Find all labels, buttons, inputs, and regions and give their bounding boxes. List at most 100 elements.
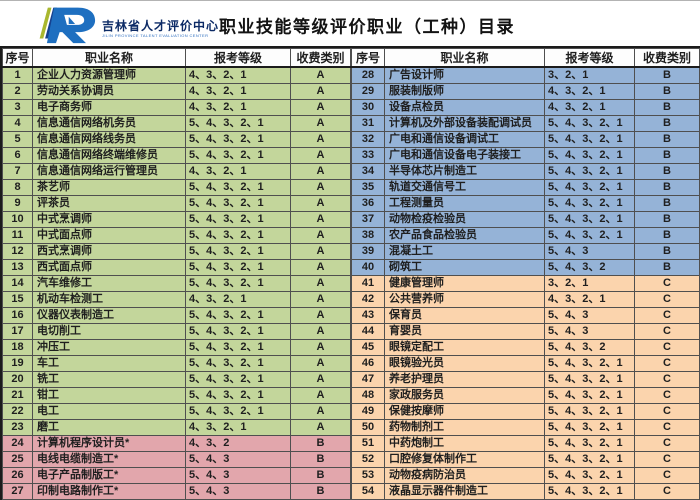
occupation-name-cell: 磨工 xyxy=(32,418,186,436)
fee-category-cell: B xyxy=(290,450,351,468)
row-number-cell: 46 xyxy=(351,354,385,372)
row-number-cell: 14 xyxy=(2,274,33,292)
exam-levels-cell: 5、4、3、2、1 xyxy=(544,466,635,484)
row-number-cell: 44 xyxy=(351,322,385,340)
table-row: 32 广电和通信设备调试工 5、4、3、2、1 B xyxy=(351,130,700,148)
fee-category-cell: B xyxy=(634,178,700,196)
exam-levels-cell: 5、4、3 xyxy=(185,466,291,484)
table-row: 49 保健按摩师 5、4、3、2、1 C xyxy=(351,402,700,420)
fee-category-cell: C xyxy=(634,434,700,452)
occupation-name-cell: 广告设计师 xyxy=(384,66,545,84)
fee-category-cell: A xyxy=(290,274,351,292)
occupation-name-cell: 服装制版师 xyxy=(384,82,545,100)
table-row: 43 保育员 5、4、3 C xyxy=(351,306,700,324)
fee-category-cell: A xyxy=(290,306,351,324)
exam-levels-cell: 5、4、3、2、1 xyxy=(544,434,635,452)
occupation-name-cell: 信息通信网络机务员 xyxy=(32,114,186,132)
fee-category-cell: B xyxy=(634,66,700,84)
exam-levels-cell: 5、4、3 xyxy=(544,242,635,260)
table-row: 26 电子产品制版工* 5、4、3 B xyxy=(2,466,351,484)
fee-category-cell: B xyxy=(634,114,700,132)
table-row: 27 印制电路制作工* 5、4、3 B xyxy=(2,482,351,500)
occupation-name-cell: 动物疫病防治员 xyxy=(384,466,545,484)
fee-category-cell: A xyxy=(290,178,351,196)
fee-category-cell: A xyxy=(290,226,351,244)
table-row: 12 西式烹调师 5、4、3、2、1 A xyxy=(2,242,351,260)
fee-category-cell: A xyxy=(290,114,351,132)
fee-category-cell: A xyxy=(290,210,351,228)
logo: 吉林省人才评价中心 JILIN PROVINCE TALENT EVALUATI… xyxy=(32,4,219,44)
occupation-name-cell: 保健按摩师 xyxy=(384,402,545,420)
row-number-cell: 10 xyxy=(2,210,33,228)
table-row: 28 广告设计师 3、2、1 B xyxy=(351,66,700,84)
occupation-name-cell: 广电和通信设备调试工 xyxy=(384,130,545,148)
row-number-cell: 41 xyxy=(351,274,385,292)
fee-category-cell: C xyxy=(634,322,700,340)
logo-text: 吉林省人才评价中心 JILIN PROVINCE TALENT EVALUATI… xyxy=(102,19,219,39)
occupation-name-cell: 信息通信网络运行管理员 xyxy=(32,162,186,180)
exam-levels-cell: 5、4、3、2、1 xyxy=(185,130,291,148)
catalog-table-left: 序号 职业名称 报考等级 收费类别 1 企业人力资源管理师 4、3、2、1 A 2 劳动关系协调… xyxy=(2,48,351,500)
fee-category-cell: B xyxy=(634,226,700,244)
table-row: 39 混凝土工 5、4、3 B xyxy=(351,242,700,260)
row-number-cell: 39 xyxy=(351,242,385,260)
table-row: 19 车工 5、4、3、2、1 A xyxy=(2,354,351,372)
exam-levels-cell: 5、4、3、2、1 xyxy=(185,258,291,276)
table-row: 14 汽车维修工 5、4、3、2、1 A xyxy=(2,274,351,292)
occupation-name-cell: 育婴员 xyxy=(384,322,545,340)
occupation-name-cell: 工程测量员 xyxy=(384,194,545,212)
row-number-cell: 43 xyxy=(351,306,385,324)
exam-levels-cell: 5、4、3、2、1 xyxy=(185,194,291,212)
table-row: 38 农产品食品检验员 5、4、3、2、1 B xyxy=(351,226,700,244)
row-number-cell: 31 xyxy=(351,114,385,132)
exam-levels-cell: 5、4、3、2、1 xyxy=(185,370,291,388)
fee-category-cell: C xyxy=(634,306,700,324)
row-number-cell: 11 xyxy=(2,226,33,244)
exam-levels-cell: 4、3、2 xyxy=(185,434,291,452)
table-row: 9 评茶员 5、4、3、2、1 A xyxy=(2,194,351,212)
row-number-cell: 54 xyxy=(351,482,385,500)
row-number-cell: 5 xyxy=(2,130,33,148)
row-number-cell: 1 xyxy=(2,66,33,84)
column-header-levels: 报考等级 xyxy=(544,48,635,68)
fee-category-cell: A xyxy=(290,322,351,340)
occupation-name-cell: 中式烹调师 xyxy=(32,210,186,228)
table-row: 16 仪器仪表制造工 5、4、3、2、1 A xyxy=(2,306,351,324)
row-number-cell: 13 xyxy=(2,258,33,276)
table-row: 33 广电和通信设备电子装接工 5、4、3、2、1 B xyxy=(351,146,700,164)
table-row: 2 劳动关系协调员 4、3、2、1 A xyxy=(2,82,351,100)
column-header-fee: 收费类别 xyxy=(634,48,700,68)
exam-levels-cell: 4、3、2、1 xyxy=(185,418,291,436)
fee-category-cell: A xyxy=(290,338,351,356)
table-row: 24 计算机程序设计员* 4、3、2 B xyxy=(2,434,351,452)
exam-levels-cell: 5、4、3、2、1 xyxy=(185,146,291,164)
table-row: 4 信息通信网络机务员 5、4、3、2、1 A xyxy=(2,114,351,132)
table-row: 17 电切削工 5、4、3、2、1 A xyxy=(2,322,351,340)
table-row: 42 公共营养师 4、3、2、1 C xyxy=(351,290,700,308)
row-number-cell: 35 xyxy=(351,178,385,196)
exam-levels-cell: 4、3、2、1 xyxy=(185,82,291,100)
occupation-name-cell: 电子产品制版工* xyxy=(32,466,186,484)
table-row: 13 西式面点师 5、4、3、2、1 A xyxy=(2,258,351,276)
table-row: 6 信息通信网络终端维修员 5、4、3、2、1 A xyxy=(2,146,351,164)
fee-category-cell: B xyxy=(290,434,351,452)
row-number-cell: 3 xyxy=(2,98,33,116)
exam-levels-cell: 4、3、2、1 xyxy=(185,66,291,84)
catalog-tables: 序号 职业名称 报考等级 收费类别 1 企业人力资源管理师 4、3、2、1 A 2 劳动关系协调… xyxy=(0,46,700,500)
exam-levels-cell: 5、4、3、2、1 xyxy=(544,450,635,468)
exam-levels-cell: 5、4、3、2 xyxy=(544,338,635,356)
exam-levels-cell: 5、4、3、2、1 xyxy=(185,210,291,228)
fee-category-cell: C xyxy=(634,418,700,436)
table-row: 15 机动车检测工 4、3、2、1 A xyxy=(2,290,351,308)
table-row: 41 健康管理师 3、2、1 C xyxy=(351,274,700,292)
occupation-name-cell: 口腔修复体制作工 xyxy=(384,450,545,468)
table-row: 50 药物制剂工 5、4、3、2、1 C xyxy=(351,418,700,436)
occupation-name-cell: 印制电路制作工* xyxy=(32,482,186,500)
row-number-cell: 34 xyxy=(351,162,385,180)
exam-levels-cell: 5、4、3、2、1 xyxy=(544,146,635,164)
exam-levels-cell: 5、4、3、2、1 xyxy=(544,194,635,212)
row-number-cell: 28 xyxy=(351,66,385,84)
exam-levels-cell: 5、4、3、2、1 xyxy=(185,114,291,132)
table-row: 21 钳工 5、4、3、2、1 A xyxy=(2,386,351,404)
